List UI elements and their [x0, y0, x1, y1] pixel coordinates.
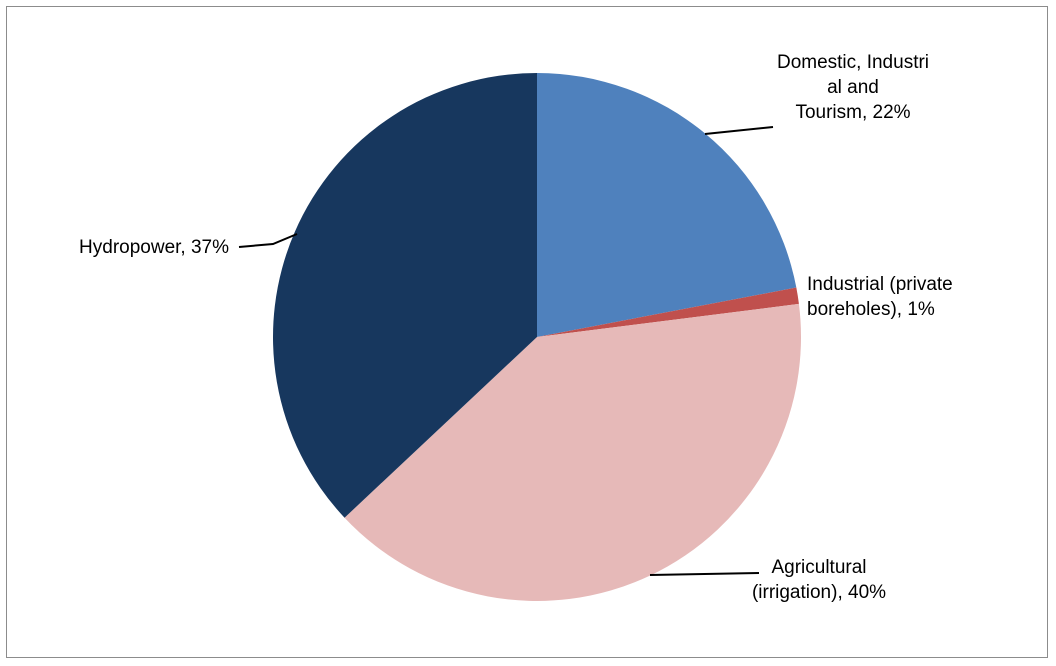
data-label-3: Hydropower, 37% [79, 237, 229, 258]
pie-slice-1 [537, 287, 799, 337]
chart-frame: Domestic, Industri al and Tourism, 22% Indu… [6, 6, 1048, 658]
pie-slice-3 [272, 73, 537, 518]
data-label-0: Domestic, Industri al and Tourism, 22% [777, 52, 929, 123]
data-label-line: boreholes), 1% [807, 299, 935, 320]
data-label-line: Domestic, Industri [777, 52, 929, 73]
pie-chart: Domestic, Industri al and Tourism, 22% Indu… [79, 52, 953, 603]
data-label-line: Industrial (private [807, 274, 953, 295]
data-label-line: al and [827, 77, 879, 98]
leader-line-0 [704, 126, 774, 135]
data-label-2: Agricultural (irrigation), 40% [752, 557, 886, 603]
data-label-line: (irrigation), 40% [752, 582, 886, 603]
data-label-line: Hydropower, 37% [79, 237, 229, 258]
pie-slice-2 [344, 303, 802, 602]
leader-line-3 [238, 233, 298, 248]
leader-line-2 [649, 572, 760, 576]
data-label-line: Tourism, 22% [795, 102, 910, 123]
data-label-1: Industrial (private boreholes), 1% [807, 274, 953, 320]
data-label-line: Agricultural [771, 557, 866, 578]
pie-slice-0 [537, 73, 797, 337]
